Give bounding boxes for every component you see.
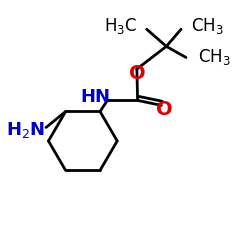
Text: H$_2$N: H$_2$N xyxy=(6,120,45,140)
Text: HN: HN xyxy=(81,88,111,106)
Text: CH$_3$: CH$_3$ xyxy=(198,48,231,68)
Text: O: O xyxy=(156,100,172,118)
Text: H$_3$C: H$_3$C xyxy=(104,16,137,36)
Text: CH$_3$: CH$_3$ xyxy=(191,16,224,36)
Text: O: O xyxy=(128,64,145,83)
